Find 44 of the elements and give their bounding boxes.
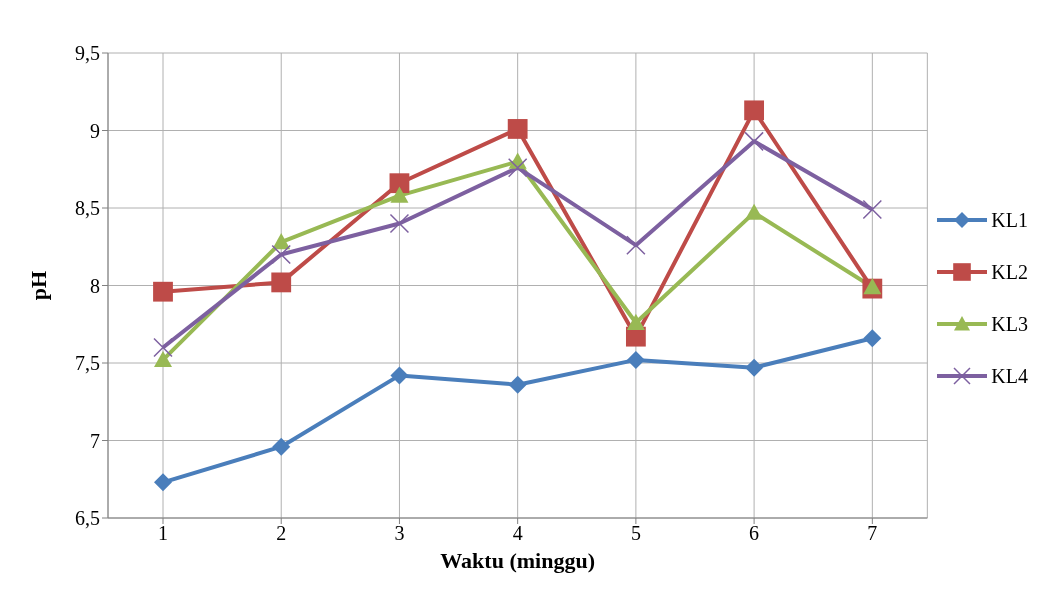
point [271,244,291,265]
point [153,337,173,358]
x-tick-label: 5 [630,522,641,545]
legend-label: KL3 [991,312,1028,337]
point [745,203,764,220]
x-tick-label: 6 [749,522,760,545]
y-tick-label: 9 [90,119,100,142]
point [744,131,764,152]
x-tick-label: 2 [276,522,287,545]
y-tick-label: 7 [90,429,100,452]
point [154,473,172,492]
point [745,358,764,377]
x-tick-label: 3 [394,522,405,545]
x-tick-label: 7 [867,522,878,545]
y-tick-label: 6,5 [75,507,100,530]
point [271,272,292,293]
point [626,350,645,369]
point [744,100,765,121]
point [389,213,410,234]
x-axis-title: Waktu (minggu) [440,548,595,573]
point [508,375,527,394]
legend-label: KL4 [991,364,1028,389]
point [390,366,409,385]
point [154,350,172,368]
legend-label: KL1 [991,208,1028,233]
y-tick-label: 8 [90,274,100,297]
point [272,437,291,456]
point [626,235,646,255]
x-tick-label: 1 [158,522,168,545]
legend-label: KL2 [991,260,1028,285]
y-tick-label: 8,5 [75,197,100,220]
point [507,157,528,178]
y-tick-label: 9,5 [75,42,100,65]
point [390,186,409,203]
y-axis-title: pH [25,270,51,301]
point [862,199,883,220]
point [272,233,291,250]
point [863,329,882,348]
point [389,173,410,194]
point [153,281,173,302]
x-tick-label: 4 [512,522,523,545]
point [626,313,645,330]
y-tick-label: 7,5 [75,352,100,375]
point [507,119,528,139]
